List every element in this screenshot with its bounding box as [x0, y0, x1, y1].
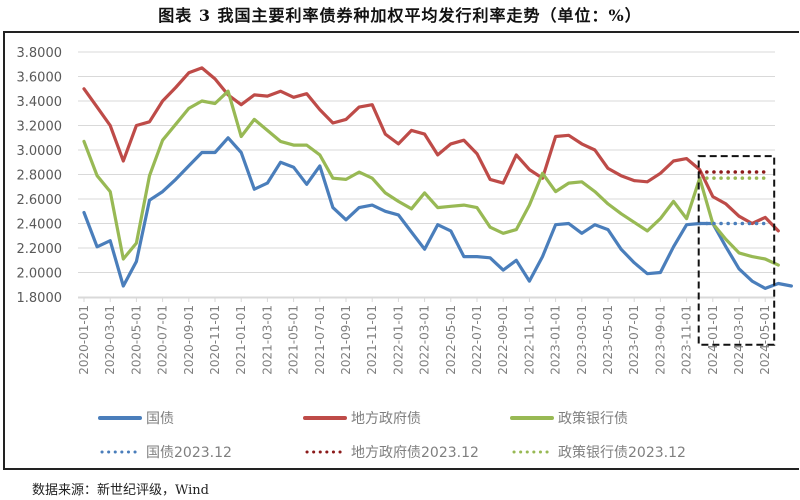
x-tick-label: 2023-07-01	[627, 305, 641, 375]
y-tick-label: 3.0000	[17, 144, 63, 159]
x-tick-label: 2022-11-01	[522, 305, 536, 375]
y-tick-label: 2.6000	[17, 193, 63, 208]
x-tick-label: 2020-11-01	[208, 305, 222, 375]
x-tick-label: 2023-09-01	[653, 305, 667, 375]
x-tick-label: 2022-05-01	[444, 305, 458, 375]
chart-title: 图表 3 我国主要利率债券种加权平均发行利率走势（单位：%）	[158, 6, 642, 25]
legend-label: 政策银行债2023.12	[558, 444, 686, 461]
y-axis-labels: 3.8000 3.6000 3.4000 3.2000 3.0000 2.8000 2.60…	[17, 46, 63, 306]
x-tick-label: 2023-01-01	[549, 305, 563, 375]
x-tick-label: 2021-01-01	[234, 305, 248, 375]
x-tick-label: 2024-03-01	[732, 305, 746, 375]
x-tick-label: 2022-09-01	[496, 305, 510, 375]
y-tick-label: 3.6000	[17, 71, 63, 86]
x-tick-label: 2022-03-01	[418, 305, 432, 375]
series-line	[82, 66, 780, 233]
x-tick-label: 2022-01-01	[391, 305, 405, 375]
x-tick-label: 2023-11-01	[680, 305, 694, 375]
dashed-highlight-box	[697, 155, 776, 346]
highlight-box	[697, 155, 776, 346]
x-tick-label: 2020-07-01	[156, 305, 170, 375]
x-tick-label: 2020-09-01	[182, 305, 196, 375]
x-axis-labels: 2020-01-01 2020-03-01 2020-05-01 2020-07-01…	[77, 305, 772, 375]
x-tick-label: 2024-05-01	[758, 305, 772, 375]
y-tick-label: 2.4000	[17, 218, 63, 233]
x-tick-label: 2021-05-01	[287, 305, 301, 375]
legend-label: 政策银行债	[558, 410, 628, 427]
x-tick-label: 2021-09-01	[339, 305, 353, 375]
chart-frame	[3, 31, 799, 470]
data-source: 数据来源：新世纪评级，Wind	[32, 483, 209, 498]
x-tick-label: 2021-03-01	[260, 305, 274, 375]
x-tick-label: 2023-05-01	[601, 305, 615, 375]
gridlines	[78, 51, 775, 302]
y-tick-label: 3.4000	[17, 95, 63, 110]
x-tick-label: 2020-05-01	[129, 305, 143, 375]
x-tick-label: 2022-07-01	[470, 305, 484, 375]
y-tick-label: 3.2000	[17, 120, 63, 135]
series-line	[82, 136, 794, 290]
legend-label: 地方政府债	[351, 411, 421, 427]
y-tick-label: 2.8000	[17, 169, 63, 184]
y-tick-label: 2.0000	[17, 267, 63, 282]
y-tick-label: 1.8000	[17, 291, 63, 306]
x-tick-label: 2021-07-01	[313, 305, 327, 375]
x-tick-label: 2023-03-01	[575, 305, 589, 375]
x-tick-label: 2021-11-01	[365, 305, 379, 375]
x-tick-label: 2020-01-01	[77, 305, 91, 375]
y-tick-label: 3.8000	[17, 46, 63, 61]
series-lines	[82, 66, 794, 290]
x-tick-label: 2020-03-01	[103, 305, 117, 375]
legend-label: 国债	[146, 411, 174, 427]
legend-label: 国债2023.12	[146, 445, 232, 461]
line-chart: 3.8000 3.6000 3.4000 3.2000 3.0000 2.8000 2.60…	[17, 46, 794, 461]
series-line	[82, 89, 780, 267]
x-tick-label: 2024-01-01	[706, 305, 720, 375]
y-tick-label: 2.2000	[17, 242, 63, 257]
legend-label: 地方政府债2023.12	[351, 445, 479, 461]
